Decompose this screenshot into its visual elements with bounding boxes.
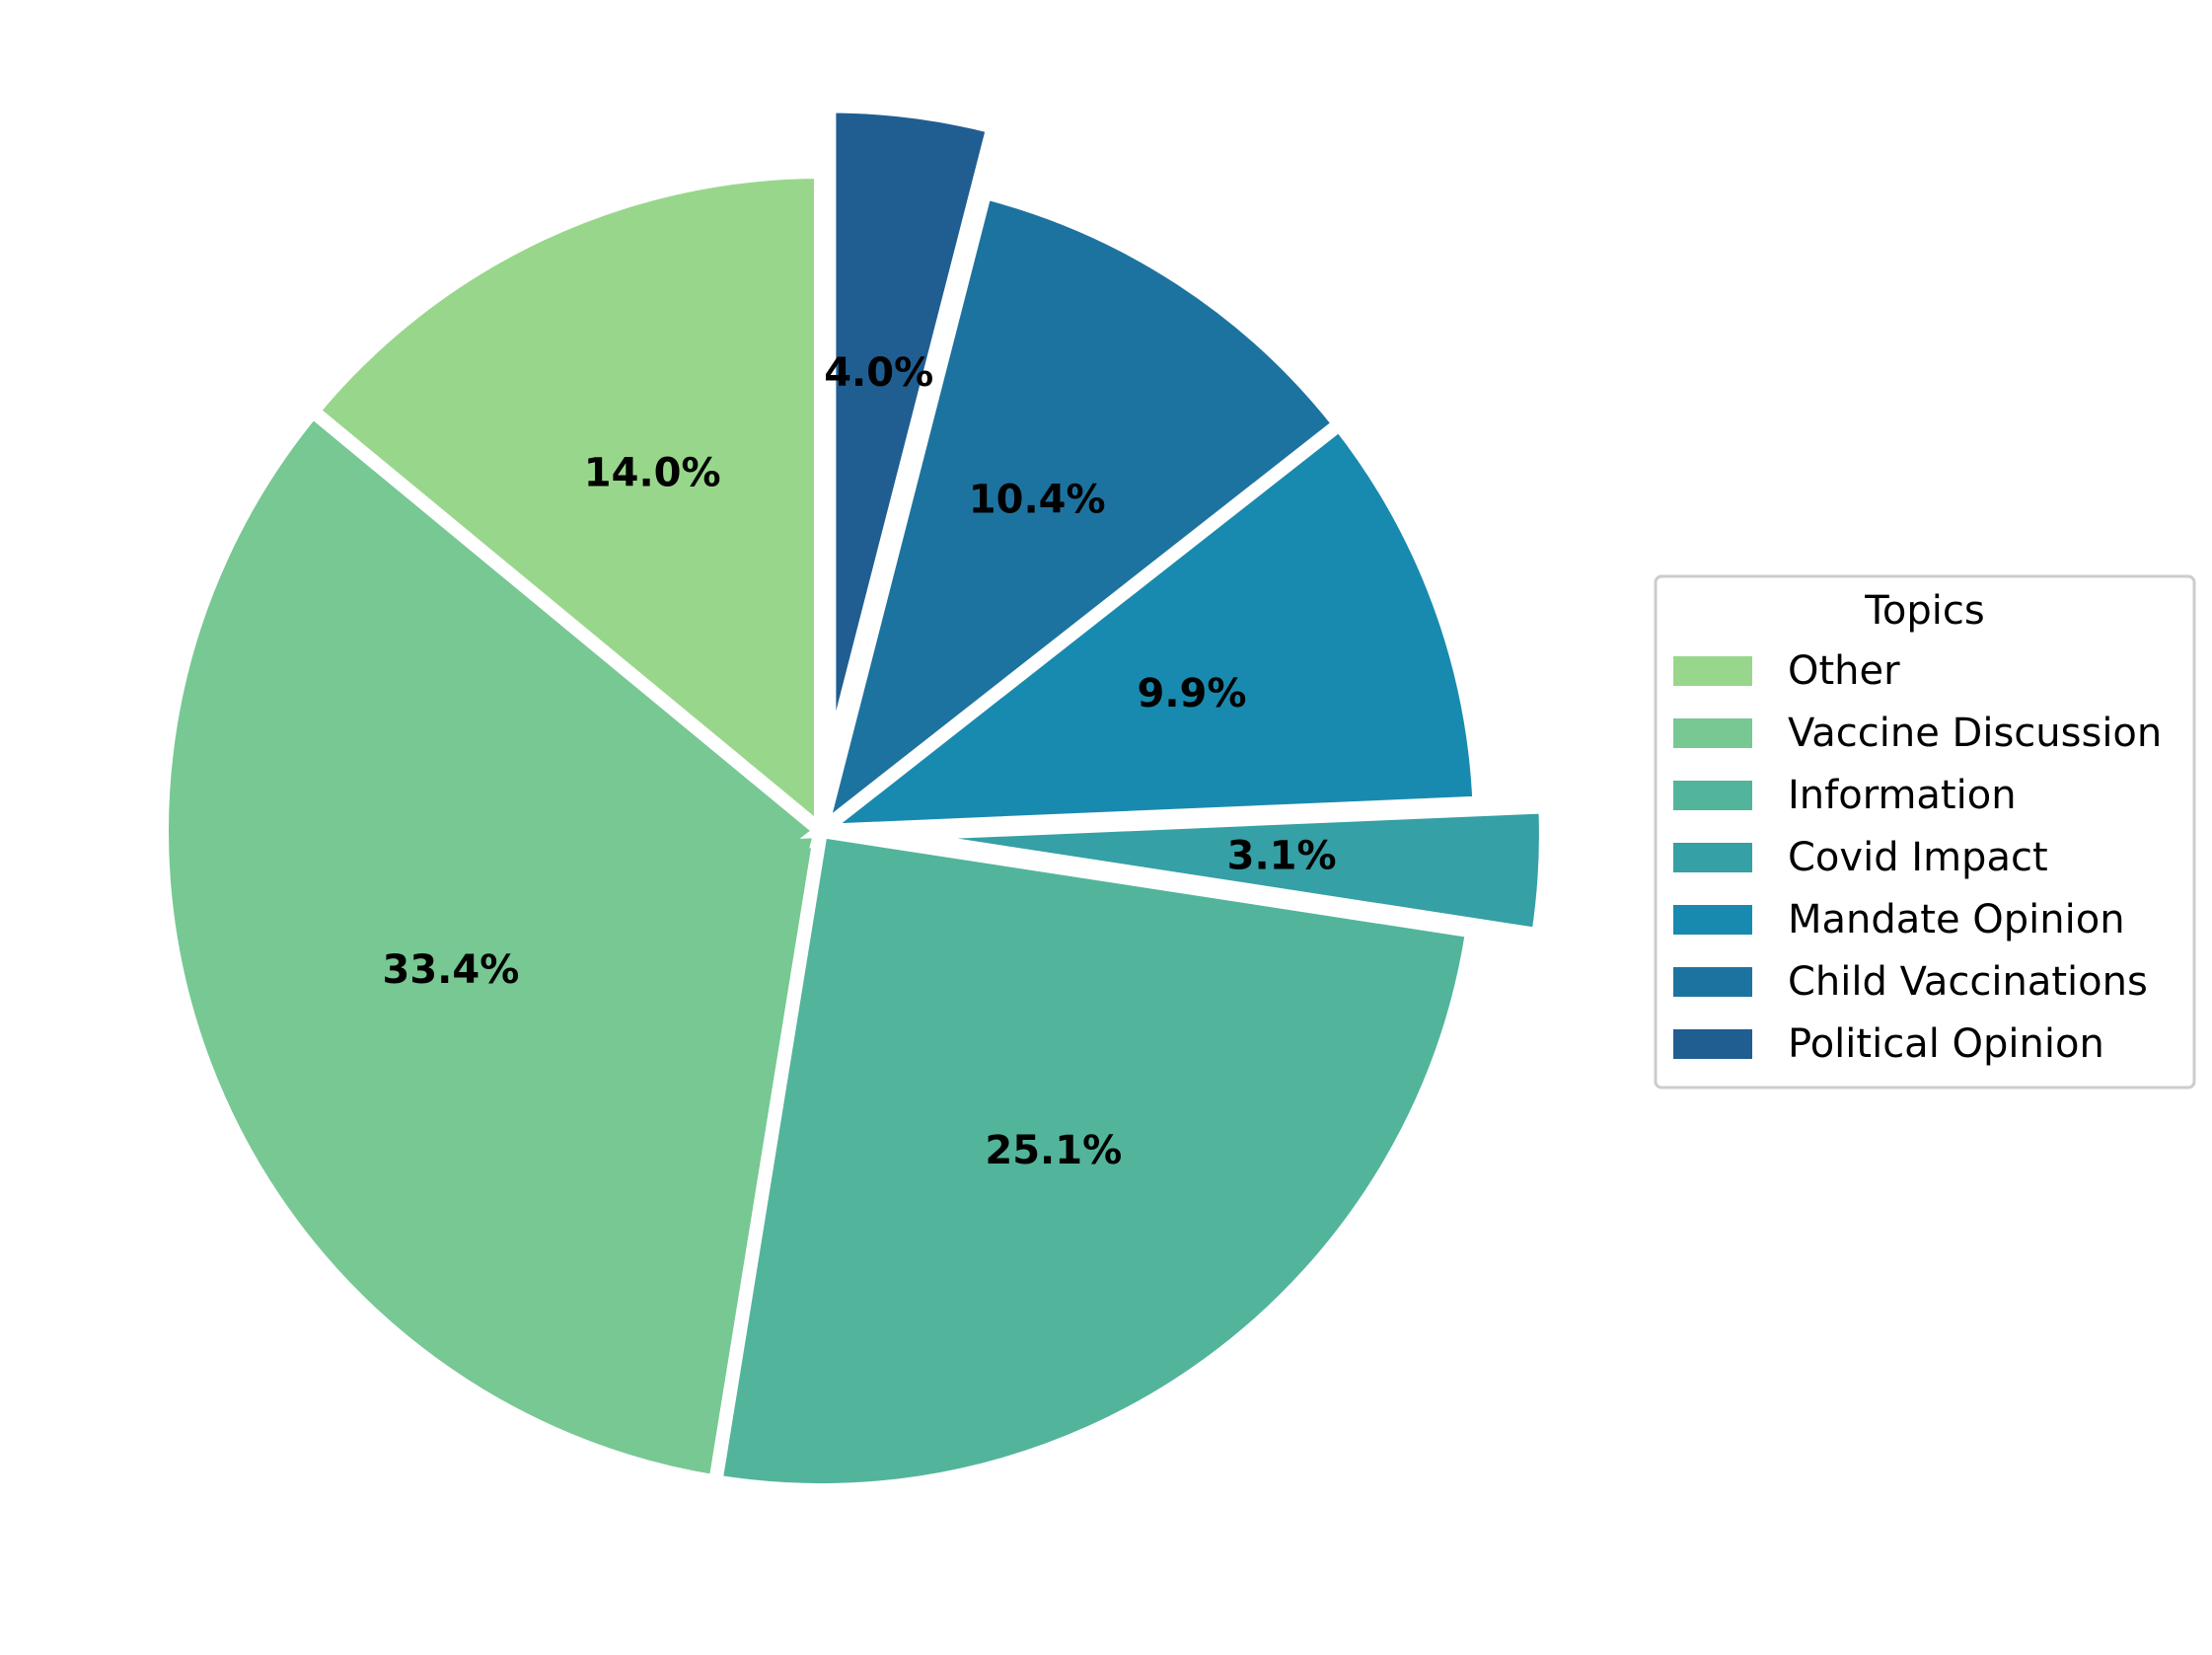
pie-label-child-vaccinations: 10.4% [969, 477, 1106, 522]
legend-label-covid-impact: Covid Impact [1788, 835, 2048, 880]
pie-label-political-opinion: 4.0% [824, 350, 933, 396]
legend-label-child-vaccinations: Child Vaccinations [1788, 959, 2148, 1005]
legend-swatch-child-vaccinations [1673, 967, 1752, 997]
pie-slices [155, 99, 1553, 1498]
legend-label-political-opinion: Political Opinion [1788, 1021, 2104, 1067]
legend-label-mandate-opinion: Mandate Opinion [1788, 897, 2125, 942]
legend-swatch-vaccine-discussion [1673, 718, 1752, 748]
pie-label-mandate-opinion: 9.9% [1138, 671, 1247, 716]
legend-title: Topics [1864, 588, 1984, 634]
legend-swatch-information [1673, 781, 1752, 810]
pie-slice-other [303, 164, 828, 846]
pie-slice-vaccine-discussion [155, 401, 829, 1490]
legend: Topics Other Vaccine Discussion Informatio… [1654, 574, 2196, 1090]
pie-slice-child-vaccinations [809, 184, 1350, 850]
pie-label-vaccine-discussion: 33.4% [383, 947, 520, 993]
legend-items: Other Vaccine Discussion Information Covid … [1673, 648, 2162, 1067]
legend-frame [1654, 574, 2196, 1090]
pie-label-other: 14.0% [584, 450, 721, 495]
legend-label-information: Information [1788, 773, 2017, 818]
pie-slice-mandate-opinion [799, 414, 1487, 839]
legend-label-vaccine-discussion: Vaccine Discussion [1788, 711, 2162, 756]
pie-slice-political-opinion [822, 99, 1002, 768]
pie-label-information: 25.1% [985, 1128, 1122, 1173]
legend-swatch-mandate-opinion [1673, 905, 1752, 935]
legend-swatch-other [1673, 656, 1752, 686]
legend-swatch-political-opinion [1673, 1029, 1752, 1059]
pie-label-covid-impact: 3.1% [1227, 834, 1337, 879]
legend-swatch-covid-impact [1673, 843, 1752, 872]
pie-slice-information [707, 823, 1481, 1498]
pie-percent-labels: 14.0% 33.4% 25.1% 3.1% 9.9% 10.4% 4.0% [383, 350, 1337, 1173]
legend-label-other: Other [1788, 648, 1900, 694]
pie-slice-covid-impact [885, 799, 1553, 943]
